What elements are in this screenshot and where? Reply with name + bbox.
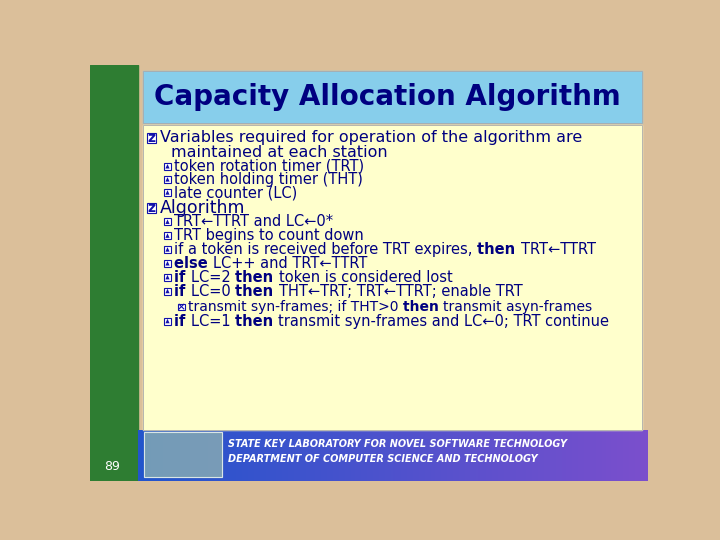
Text: late counter (LC): late counter (LC)	[174, 185, 298, 200]
Polygon shape	[166, 247, 170, 252]
Bar	[164, 274, 171, 281]
Text: Variables required for operation of the algorithm are: Variables required for operation of the …	[160, 131, 582, 145]
Text: if: if	[174, 314, 191, 329]
Polygon shape	[166, 319, 170, 323]
Text: transmit syn-frames and LC←0; TRT continue: transmit syn-frames and LC←0; TRT contin…	[279, 314, 609, 329]
Text: Algorithm: Algorithm	[160, 199, 246, 217]
Text: if: if	[174, 284, 191, 299]
Text: STATE KEY LABORATORY FOR NOVEL SOFTWARE TECHNOLOGY: STATE KEY LABORATORY FOR NOVEL SOFTWARE …	[228, 440, 567, 449]
Text: TRT←TTRT: TRT←TTRT	[521, 242, 595, 257]
Text: LC=0: LC=0	[191, 284, 235, 299]
Text: then: then	[235, 270, 279, 285]
Bar	[164, 189, 171, 196]
Bar	[144, 432, 222, 477]
Bar	[147, 133, 156, 143]
Text: z: z	[147, 201, 156, 215]
Text: z: z	[147, 131, 156, 145]
Bar	[164, 318, 171, 325]
Bar	[144, 432, 222, 477]
Polygon shape	[166, 261, 170, 266]
Polygon shape	[166, 177, 170, 181]
Text: then: then	[402, 300, 444, 314]
Polygon shape	[166, 233, 170, 238]
Bar	[147, 204, 156, 213]
Text: a token is received before TRT expires,: a token is received before TRT expires,	[189, 242, 477, 257]
Text: DEPARTMENT OF COMPUTER SCIENCE AND TECHNOLOGY: DEPARTMENT OF COMPUTER SCIENCE AND TECHN…	[228, 454, 538, 464]
Bar	[164, 246, 171, 253]
Text: transmit asyn-frames: transmit asyn-frames	[444, 300, 593, 314]
Bar	[143, 71, 642, 123]
Bar	[143, 125, 642, 430]
Text: if: if	[174, 242, 189, 257]
Polygon shape	[166, 164, 170, 168]
Text: then: then	[235, 284, 279, 299]
Polygon shape	[166, 219, 170, 224]
Polygon shape	[166, 275, 170, 279]
Bar	[164, 260, 171, 267]
Text: 89: 89	[104, 460, 120, 473]
Text: then: then	[477, 242, 521, 257]
Text: Capacity Allocation Algorithm: Capacity Allocation Algorithm	[153, 83, 621, 111]
Bar	[143, 125, 642, 430]
Text: token is considered lost: token is considered lost	[279, 270, 452, 285]
Text: else: else	[174, 256, 213, 271]
Bar	[164, 218, 171, 225]
Text: maintained at each station: maintained at each station	[171, 145, 387, 160]
Text: TRT←TTRT and LC←0*: TRT←TTRT and LC←0*	[174, 214, 333, 230]
Bar	[164, 176, 171, 183]
Bar	[164, 163, 171, 170]
Text: LC++ and TRT←TTRT: LC++ and TRT←TTRT	[213, 256, 368, 271]
Text: if: if	[174, 270, 191, 285]
Bar	[164, 232, 171, 239]
Polygon shape	[166, 190, 170, 195]
Bar	[90, 65, 138, 481]
Bar	[179, 303, 184, 309]
Text: THT←TRT; TRT←TTRT; enable TRT: THT←TRT; TRT←TTRT; enable TRT	[279, 284, 522, 299]
Polygon shape	[166, 289, 170, 293]
Text: LC=1: LC=1	[191, 314, 235, 329]
Text: LC=2: LC=2	[191, 270, 235, 285]
Text: token holding timer (THT): token holding timer (THT)	[174, 172, 364, 187]
Text: then: then	[235, 314, 279, 329]
Text: transmit syn-frames; if THT>0: transmit syn-frames; if THT>0	[188, 300, 402, 314]
Text: TRT begins to count down: TRT begins to count down	[174, 228, 364, 243]
Bar	[164, 288, 171, 295]
Bar	[143, 71, 642, 123]
Text: token rotation timer (TRT): token rotation timer (TRT)	[174, 159, 364, 174]
